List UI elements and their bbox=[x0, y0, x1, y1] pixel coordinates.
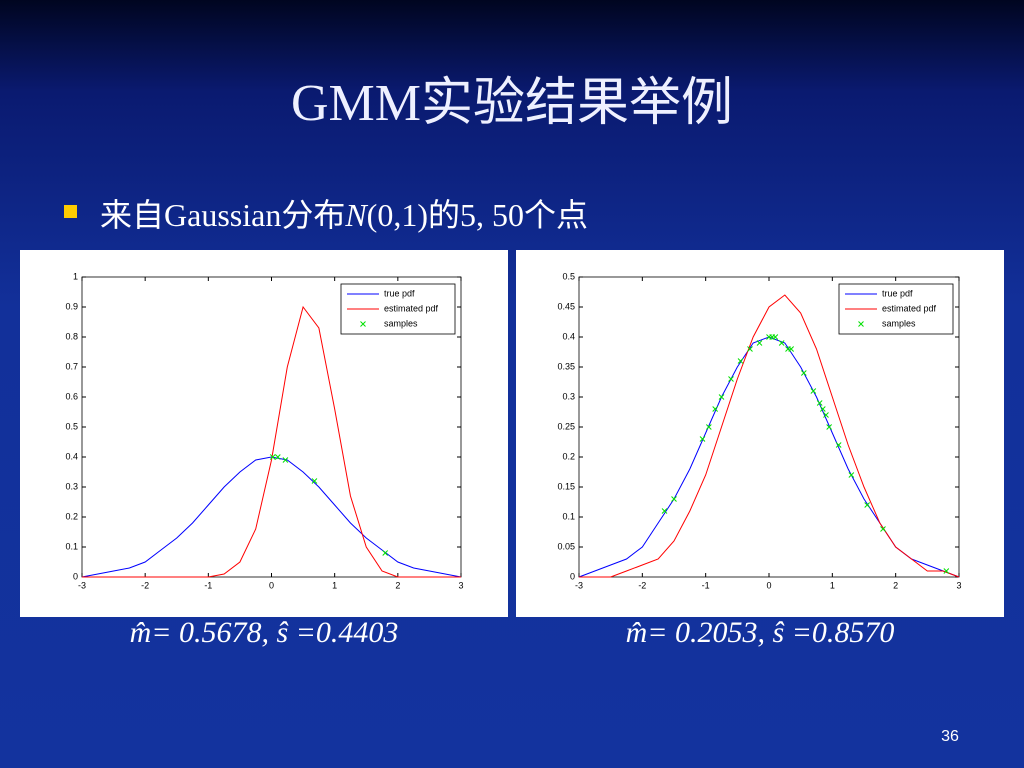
y-tick-label: 0 bbox=[73, 571, 78, 581]
legend-swatch bbox=[858, 321, 864, 327]
sample-point bbox=[705, 424, 712, 430]
sample-point bbox=[864, 502, 871, 508]
x-tick-label: 2 bbox=[893, 580, 898, 590]
bullet-part: 来自Gaussian分布 bbox=[100, 197, 346, 233]
y-tick-label: 0.5 bbox=[65, 421, 78, 431]
y-tick-label: 0.4 bbox=[65, 451, 78, 461]
y-tick-label: 0.3 bbox=[562, 391, 575, 401]
sample-point bbox=[826, 424, 833, 430]
y-tick-label: 0.1 bbox=[65, 541, 78, 551]
sample-point bbox=[810, 388, 817, 394]
y-tick-label: 0.5 bbox=[562, 271, 575, 281]
sample-point bbox=[718, 394, 725, 400]
y-tick-label: 0.45 bbox=[557, 301, 575, 311]
sample-point bbox=[712, 406, 719, 412]
legend-label: samples bbox=[882, 318, 916, 328]
sample-point bbox=[756, 340, 763, 346]
legend-label: estimated pdf bbox=[882, 303, 937, 313]
sample-point bbox=[311, 478, 318, 484]
pdf-line bbox=[82, 305, 461, 578]
x-tick-label: -1 bbox=[702, 580, 710, 590]
sample-point bbox=[382, 550, 389, 556]
y-tick-label: 0.9 bbox=[65, 301, 78, 311]
sample-point bbox=[880, 526, 886, 532]
y-tick-label: 0.2 bbox=[65, 511, 78, 521]
sample-point bbox=[772, 334, 779, 340]
x-tick-label: 0 bbox=[766, 580, 771, 590]
legend-label: samples bbox=[384, 318, 418, 328]
pdf-line bbox=[579, 294, 960, 578]
plot-frame bbox=[578, 276, 960, 578]
plot-frame bbox=[81, 276, 462, 578]
y-tick-label: 0.2 bbox=[562, 451, 575, 461]
legend-swatch bbox=[360, 321, 366, 327]
y-tick-label: 0.6 bbox=[65, 391, 78, 401]
y-tick-label: 0 bbox=[570, 571, 575, 581]
slide-title: GMM实验结果举例 bbox=[290, 75, 734, 132]
y-tick-label: 0.3 bbox=[65, 481, 78, 491]
sample-point bbox=[788, 346, 795, 352]
sample-point bbox=[671, 496, 677, 502]
legend-label: true pdf bbox=[384, 288, 415, 298]
sample-point bbox=[737, 358, 744, 364]
legend-label: estimated pdf bbox=[384, 303, 439, 313]
sample-point bbox=[848, 472, 855, 478]
sample-point bbox=[269, 454, 276, 460]
x-tick-label: -3 bbox=[575, 580, 583, 590]
caption: m̂= 0.2053, ŝ =0.8570 bbox=[625, 616, 895, 649]
sample-point bbox=[800, 370, 807, 376]
x-tick-label: 0 bbox=[269, 580, 274, 590]
y-tick-label: 0.1 bbox=[562, 511, 575, 521]
x-tick-label: -2 bbox=[638, 580, 646, 590]
x-tick-label: 1 bbox=[830, 580, 835, 590]
x-tick-label: -2 bbox=[141, 580, 149, 590]
caption: m̂= 0.5678, ŝ =0.4403 bbox=[129, 616, 399, 649]
y-tick-label: 0.25 bbox=[557, 421, 575, 431]
sample-point bbox=[282, 457, 289, 463]
x-tick-label: 1 bbox=[332, 580, 337, 590]
y-tick-label: 0.8 bbox=[65, 331, 78, 341]
y-tick-label: 0.35 bbox=[557, 361, 575, 371]
bullet-part: N bbox=[345, 197, 367, 233]
pdf-line bbox=[81, 456, 462, 578]
sample-point bbox=[823, 412, 829, 418]
sample-point bbox=[699, 436, 706, 442]
legend-label: true pdf bbox=[882, 288, 913, 298]
bullet-marker bbox=[64, 205, 77, 218]
y-tick-label: 0.15 bbox=[557, 481, 575, 491]
x-tick-label: 2 bbox=[395, 580, 400, 590]
y-tick-label: 0.7 bbox=[65, 361, 78, 371]
sample-point bbox=[835, 442, 842, 448]
x-tick-label: -3 bbox=[78, 580, 86, 590]
bullet-text: 来自Gaussian分布N(0,1)的5, 50个点 bbox=[100, 190, 588, 236]
x-tick-label: 3 bbox=[956, 580, 961, 590]
y-tick-label: 1 bbox=[73, 271, 78, 281]
sample-point bbox=[819, 406, 826, 412]
y-tick-label: 0.4 bbox=[562, 331, 575, 341]
sample-point bbox=[816, 400, 823, 406]
x-tick-label: -1 bbox=[204, 580, 212, 590]
sample-point bbox=[661, 508, 668, 514]
sample-point bbox=[274, 454, 281, 460]
sample-point bbox=[747, 346, 753, 352]
page-number: 36 bbox=[941, 728, 959, 745]
y-tick-label: 0.05 bbox=[557, 541, 575, 551]
sample-point bbox=[778, 340, 785, 346]
x-tick-label: 3 bbox=[458, 580, 463, 590]
sample-point bbox=[943, 568, 950, 574]
sample-point bbox=[728, 376, 734, 382]
bullet-part: (0,1)的5, 50个点 bbox=[366, 197, 588, 233]
